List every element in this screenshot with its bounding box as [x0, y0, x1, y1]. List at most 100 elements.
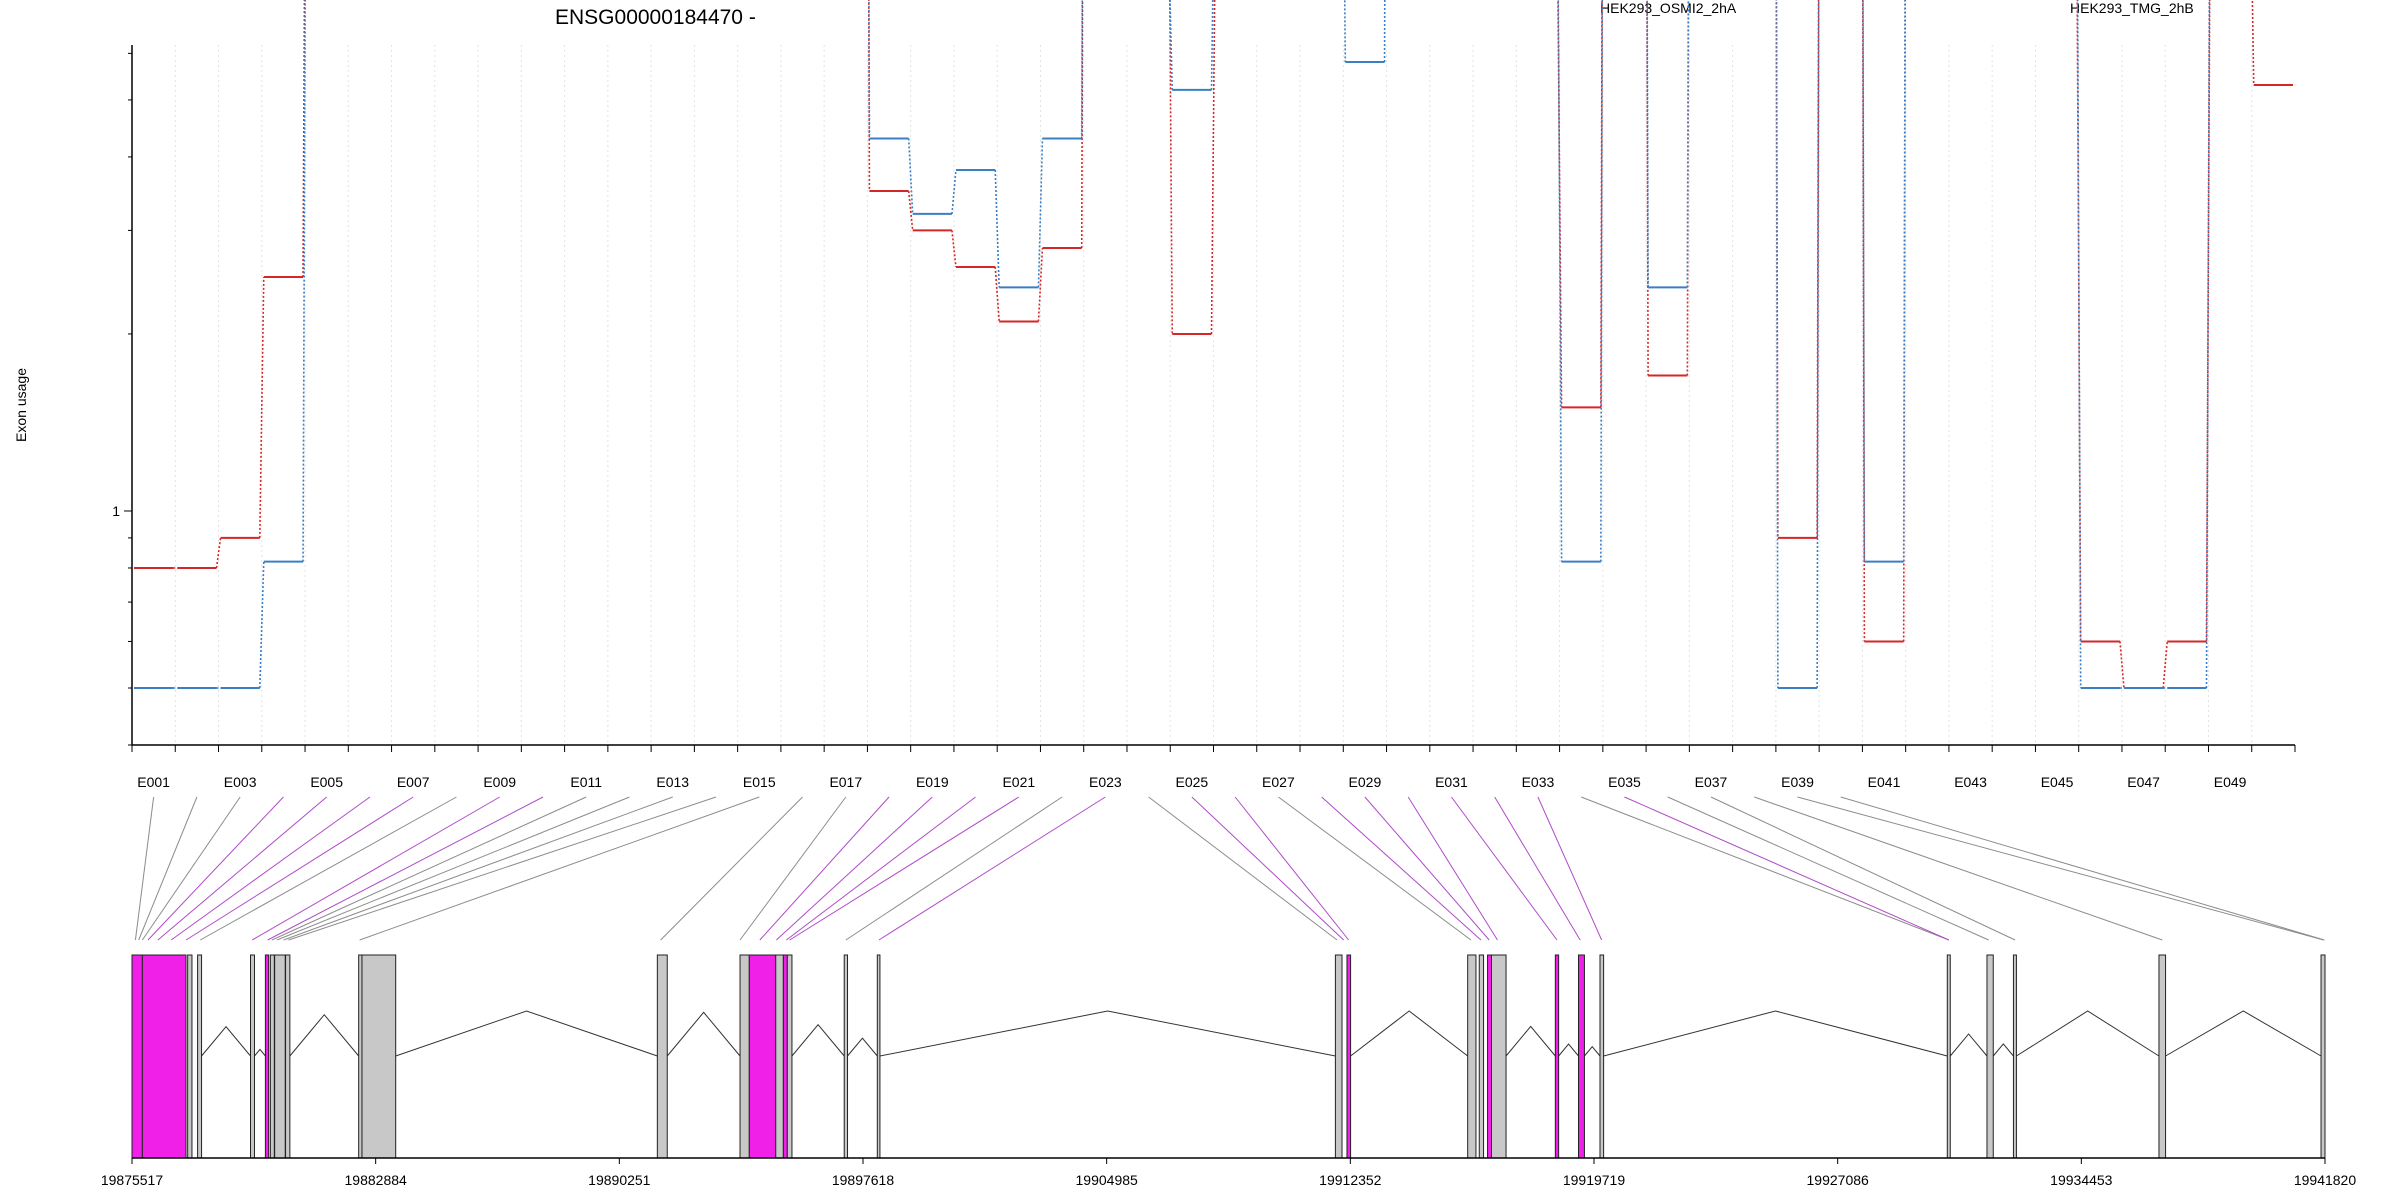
exon-model-block: [187, 954, 193, 1159]
series-connector: [1646, 0, 1649, 288]
exon-model-block: [1554, 954, 1560, 1159]
exon-connector: [1451, 796, 1558, 941]
exon-connector: [1278, 796, 1472, 941]
series-connector: [1862, 0, 1866, 562]
x-axis: E001 E003 E005 E007 E009 E011 E013 E015 E017 E019…: [131, 744, 2296, 790]
x-tick-label: E023: [1089, 774, 1122, 790]
exon-connector: [157, 796, 327, 941]
series-connector: [1383, 0, 1386, 63]
x-tick-label: E001: [137, 774, 170, 790]
exon-connector: [138, 796, 198, 941]
gridlines: [174, 45, 2253, 745]
x-tick-label: E041: [1868, 774, 1901, 790]
x-tick-label: E003: [224, 774, 257, 790]
exon-connector: [1797, 796, 2324, 941]
x-tick-label: E013: [656, 774, 689, 790]
exon-model-block: [361, 954, 397, 1159]
x-tick-label: E031: [1435, 774, 1468, 790]
x-tick-label: E027: [1262, 774, 1295, 790]
exon-connector: [271, 796, 587, 941]
genome-tick-label: 19941820: [2294, 1172, 2357, 1188]
intron-line: [791, 1023, 845, 1057]
x-tick-label: E029: [1349, 774, 1382, 790]
exon-model-block: [739, 954, 750, 1159]
exon-connector-lines: [134, 796, 2325, 941]
exon-connector: [1710, 796, 2016, 941]
y-axis-label: Exon usage: [13, 368, 29, 442]
x-tick-label: E045: [2041, 774, 2074, 790]
exon-model-block: [1599, 954, 1605, 1159]
exon-connector: [1840, 796, 2325, 941]
series-connector: [1169, 0, 1174, 90]
exon-model-block: [1467, 954, 1477, 1159]
genome-tick-label: 19882884: [345, 1172, 408, 1188]
intron-line: [666, 1011, 741, 1057]
series-connector: [907, 138, 914, 214]
series-connector: [1816, 0, 1820, 689]
genome-tick-label: 19934453: [2050, 1172, 2113, 1188]
intron-line: [1350, 1010, 1468, 1057]
exon-connector: [786, 796, 976, 941]
legend-label-series-2: HEK293_TMG_2hB: [2070, 0, 2194, 16]
series-connector: [1037, 247, 1044, 322]
intron-line: [1992, 1043, 2014, 1057]
genome-tick-label: 19890251: [588, 1172, 651, 1188]
exon-model-block: [2158, 954, 2167, 1159]
series-lines: [134, 0, 2293, 690]
exon-connector: [1624, 796, 1950, 941]
x-tick-label: E039: [1781, 774, 1814, 790]
exon-connector: [267, 796, 544, 941]
x-tick-label: E017: [829, 774, 862, 790]
intron-line: [201, 1025, 251, 1057]
series-connector: [2251, 0, 2255, 86]
exon-connector: [199, 796, 457, 941]
series-connector: [1646, 0, 1649, 376]
exon-model-block: [285, 954, 291, 1159]
exon-model-block: [748, 954, 777, 1159]
series-connector: [1862, 0, 1866, 642]
exon-connector: [288, 796, 717, 941]
exon-connector: [1234, 796, 1350, 941]
exon-model-block: [1946, 954, 1951, 1159]
exon-connector: [1754, 796, 2163, 941]
exon-model-block: [782, 954, 788, 1159]
x-tick-label: E019: [916, 774, 949, 790]
series-connector: [1686, 0, 1690, 288]
intron-line: [1584, 1045, 1601, 1057]
genome-tick-label: 19919719: [1563, 1172, 1626, 1188]
exon-connector: [739, 796, 847, 941]
exon-connector: [147, 796, 284, 941]
series-connector: [1168, 0, 1174, 334]
legend-label-series-1: HEK293_OSMI2_2hA: [1600, 0, 1737, 16]
gene-model-track: [131, 954, 2326, 1159]
exon-connector: [1537, 796, 1603, 941]
exon-model-block: [656, 954, 668, 1159]
x-tick-label: E047: [2127, 774, 2160, 790]
x-tick-label: E009: [483, 774, 516, 790]
series-connector: [1557, 0, 1563, 562]
genome-tick-label: 19912352: [1319, 1172, 1382, 1188]
intron-line: [289, 1013, 360, 1057]
series-connector: [1902, 0, 1906, 562]
exon-connector: [759, 796, 890, 941]
exon-model-block: [2320, 954, 2326, 1159]
series-connector: [1775, 0, 1779, 689]
exon-connector: [1191, 796, 1344, 941]
intron-line: [254, 1048, 266, 1057]
intron-line: [395, 1010, 658, 1057]
exon-connector: [276, 796, 630, 941]
intron-line: [1603, 1010, 1948, 1057]
exon-model-block: [1487, 954, 1492, 1159]
exon-connector: [660, 796, 803, 941]
exon-model-block: [786, 954, 793, 1159]
exon-connector: [170, 796, 371, 941]
x-tick-label: E021: [1002, 774, 1035, 790]
series-connector: [258, 276, 265, 538]
x-tick-label: E025: [1176, 774, 1209, 790]
exon-connector: [251, 796, 500, 941]
intron-line: [2165, 1010, 2322, 1057]
intron-line: [879, 1010, 1336, 1057]
exon-model-block: [274, 954, 286, 1159]
exon-connector: [1581, 796, 1950, 941]
